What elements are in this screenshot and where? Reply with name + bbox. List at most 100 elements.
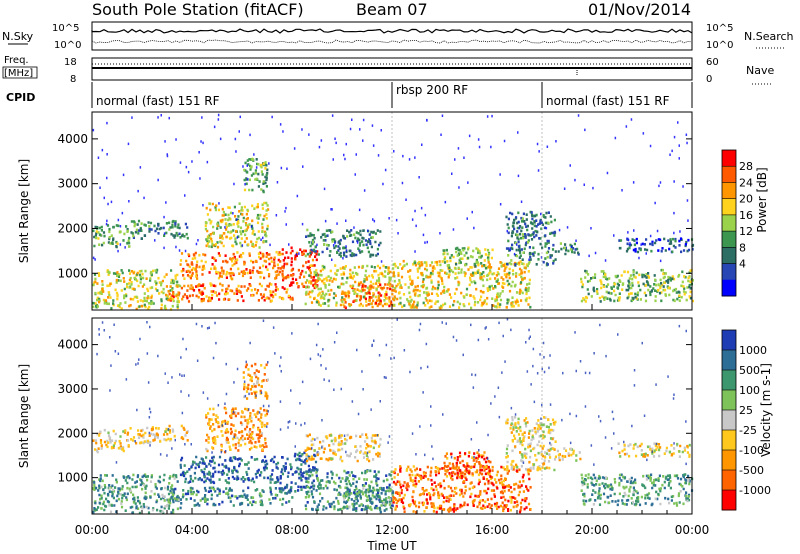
colorbar-tick-label: 12 bbox=[739, 225, 753, 238]
colorbar-swatch bbox=[722, 330, 736, 351]
nsky-panel bbox=[91, 21, 693, 51]
echo-cells-10 bbox=[305, 433, 382, 461]
echo-cells-17 bbox=[619, 237, 694, 254]
colorbar-tick-label: 8 bbox=[739, 241, 746, 254]
echo-cells-2 bbox=[94, 229, 131, 248]
echo-cells-1 bbox=[92, 473, 180, 514]
echo-cells-3 bbox=[130, 219, 189, 240]
echo-cells-17 bbox=[619, 442, 691, 458]
echo-cells-4 bbox=[167, 486, 282, 505]
colorbar-frame bbox=[721, 149, 737, 297]
echo-cells-14 bbox=[505, 416, 557, 472]
x-tick-label: 12:00 bbox=[375, 523, 410, 537]
echo-cells-10 bbox=[304, 433, 381, 463]
freq-unit-label: [MHz] bbox=[4, 68, 33, 79]
echo-cells-8 bbox=[279, 249, 320, 288]
colorbar-swatch bbox=[722, 430, 736, 451]
echo-cells-17 bbox=[621, 442, 691, 458]
power-colorbar-label: Power [dB] bbox=[755, 167, 769, 232]
x-tick-label: 08:00 bbox=[275, 523, 310, 537]
y-tick-label: 4000 bbox=[57, 132, 88, 146]
echo-cells-17 bbox=[618, 443, 689, 458]
echo-cells-11 bbox=[343, 283, 395, 308]
echo-cells-14 bbox=[507, 217, 550, 265]
colorbar-swatch bbox=[722, 247, 736, 265]
echo-cells-7 bbox=[242, 364, 267, 397]
echo-cells-1 bbox=[94, 270, 172, 311]
colorbar-tick-label: -500 bbox=[739, 464, 764, 477]
echo-cells-16 bbox=[581, 473, 694, 507]
echo-cells-7 bbox=[244, 158, 269, 193]
echo-cells-10 bbox=[306, 228, 379, 258]
colorbar-frame bbox=[721, 329, 737, 511]
nsearch-tick-top: 10^5 bbox=[706, 23, 733, 34]
y-tick-label: 1000 bbox=[57, 471, 88, 485]
nsearch-series bbox=[91, 39, 693, 44]
nave-label: Nave bbox=[746, 64, 774, 77]
echo-cells-15 bbox=[554, 447, 575, 459]
colorbar-tick-label: 4 bbox=[739, 258, 746, 271]
sparse-echoes bbox=[92, 113, 689, 263]
echo-cells-7 bbox=[242, 371, 269, 400]
echo-cells-17 bbox=[618, 237, 694, 254]
x-tick-label: 16:00 bbox=[475, 523, 510, 537]
echo-cells-1 bbox=[92, 474, 182, 515]
echo-cells-13 bbox=[442, 247, 494, 276]
echo-cells-17 bbox=[618, 237, 695, 254]
echo-cells-6 bbox=[204, 202, 270, 249]
echo-cells-14 bbox=[505, 211, 557, 267]
echo-cells-4 bbox=[168, 282, 294, 303]
colorbar-tick-label: 500 bbox=[739, 364, 760, 377]
echo-cells-9 bbox=[308, 264, 392, 307]
echo-cells-9 bbox=[305, 265, 394, 308]
colorbar-tick-label: 1000 bbox=[739, 344, 767, 357]
colorbar-swatch bbox=[722, 263, 736, 281]
y-tick-label: 3000 bbox=[57, 382, 88, 396]
colorbar-swatch bbox=[722, 450, 736, 471]
echo-cells-3 bbox=[132, 222, 171, 238]
echo-cells-6 bbox=[204, 201, 269, 248]
colorbar-swatch bbox=[722, 150, 736, 167]
velocity-heatmap bbox=[92, 318, 694, 515]
echo-cells-1 bbox=[100, 477, 181, 514]
echo-cells-6 bbox=[205, 407, 267, 451]
colorbar-swatch bbox=[722, 390, 736, 411]
echo-cells-2 bbox=[92, 224, 131, 248]
x-tick-label: 20:00 bbox=[575, 523, 610, 537]
freq-unit-box bbox=[2, 66, 38, 79]
echo-cells-14 bbox=[505, 416, 557, 471]
echo-cells-2 bbox=[94, 429, 130, 453]
x-tick-label: 00:00 bbox=[75, 523, 110, 537]
freq-label: Freq. bbox=[4, 55, 29, 66]
freq-tick-top: 18 bbox=[64, 57, 77, 68]
time-axis-label: Time UT bbox=[366, 539, 417, 553]
echo-cells-6 bbox=[204, 201, 269, 249]
x-tick-label: 00:00 bbox=[675, 523, 710, 537]
echo-cells-6 bbox=[205, 406, 269, 454]
echo-cells-13 bbox=[455, 262, 477, 268]
colorbar-swatch bbox=[722, 198, 736, 216]
colorbar-tick-label: -1000 bbox=[739, 484, 771, 497]
echo-cells-7 bbox=[243, 362, 268, 395]
power-y-axis: 1000 2000 3000 4000 bbox=[57, 132, 692, 280]
y-tick-label: 2000 bbox=[57, 221, 88, 235]
colorbar-swatch bbox=[722, 370, 736, 391]
colorbar-swatch bbox=[722, 470, 736, 491]
colorbar-swatch bbox=[722, 231, 736, 248]
echo-cells-12 bbox=[392, 465, 532, 514]
echo-cells-14 bbox=[505, 417, 556, 472]
y-tick-label: 2000 bbox=[57, 426, 88, 440]
colorbar-tick-label: 25 bbox=[739, 404, 753, 417]
colorbar-tick-label: -100 bbox=[739, 444, 764, 457]
colorbar-swatch bbox=[722, 350, 736, 371]
echo-cells-16 bbox=[580, 268, 694, 303]
echo-cells-17 bbox=[626, 237, 690, 254]
echo-cells-12 bbox=[392, 260, 531, 309]
echo-cells-15 bbox=[554, 243, 580, 256]
cpid-segment-2: rbsp 200 RF bbox=[396, 83, 468, 97]
echo-cells-8 bbox=[279, 454, 319, 494]
echo-cells-12 bbox=[393, 465, 530, 513]
power-ylabel: Slant Range [km] bbox=[17, 159, 31, 263]
colorbar-swatch bbox=[722, 410, 736, 431]
